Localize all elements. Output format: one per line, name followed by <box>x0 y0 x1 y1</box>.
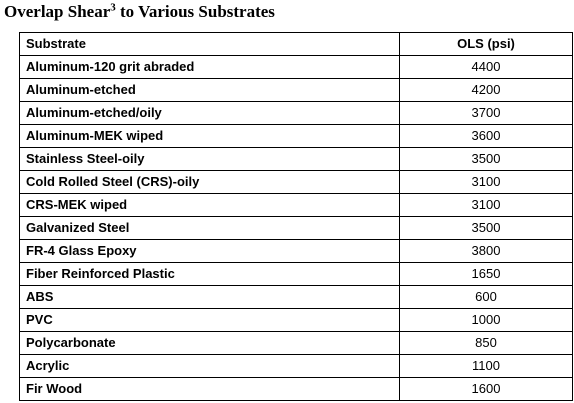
substrate-cell: ABS <box>19 285 400 309</box>
ols-cell: 3600 <box>399 124 573 148</box>
table-row: Aluminum-MEK wiped 3600 <box>19 124 573 148</box>
table-row: Aluminum-etched 4200 <box>19 78 573 102</box>
substrate-cell: PVC <box>19 308 400 332</box>
ols-cell: 3100 <box>399 193 573 217</box>
ols-cell: 4400 <box>399 55 573 79</box>
ols-cell: 1100 <box>399 354 573 378</box>
table-row: Fiber Reinforced Plastic 1650 <box>19 262 573 286</box>
title-footnote-marker: 3 <box>110 1 116 14</box>
substrate-cell: Aluminum-etched <box>19 78 400 102</box>
ols-cell: 3700 <box>399 101 573 125</box>
ols-cell: 1650 <box>399 262 573 286</box>
table-row: ABS 600 <box>19 285 573 309</box>
substrate-cell: CRS-MEK wiped <box>19 193 400 217</box>
ols-cell: 4200 <box>399 78 573 102</box>
overlap-shear-table: Substrate OLS (psi) Aluminum-120 grit ab… <box>19 32 573 401</box>
table-row: Polycarbonate 850 <box>19 331 573 355</box>
substrate-cell: Polycarbonate <box>19 331 400 355</box>
table-header-row: Substrate OLS (psi) <box>19 32 573 56</box>
substrate-cell: Acrylic <box>19 354 400 378</box>
title-text: Overlap Shear <box>4 2 111 21</box>
substrate-cell: Aluminum-120 grit abraded <box>19 55 400 79</box>
ols-cell: 3500 <box>399 216 573 240</box>
table-row: Fir Wood 1600 <box>19 377 573 401</box>
ols-cell: 850 <box>399 331 573 355</box>
ols-cell: 3500 <box>399 147 573 171</box>
ols-cell: 1000 <box>399 308 573 332</box>
substrate-cell: Cold Rolled Steel (CRS)-oily <box>19 170 400 194</box>
ols-cell: 3800 <box>399 239 573 263</box>
table-row: PVC 1000 <box>19 308 573 332</box>
ols-cell: 3100 <box>399 170 573 194</box>
table-row: Stainless Steel-oily 3500 <box>19 147 573 171</box>
table-row: Galvanized Steel 3500 <box>19 216 573 240</box>
table-row: Cold Rolled Steel (CRS)-oily 3100 <box>19 170 573 194</box>
table-row: Aluminum-etched/oily 3700 <box>19 101 573 125</box>
table-row: Aluminum-120 grit abraded 4400 <box>19 55 573 79</box>
title-suffix: to Various Substrates <box>115 2 275 21</box>
substrate-cell: Fir Wood <box>19 377 400 401</box>
substrate-cell: FR-4 Glass Epoxy <box>19 239 400 263</box>
ols-cell: 600 <box>399 285 573 309</box>
header-ols: OLS (psi) <box>399 32 573 56</box>
page-title: Overlap Shear3 to Various Substrates <box>4 2 275 22</box>
substrate-cell: Aluminum-MEK wiped <box>19 124 400 148</box>
table-row: CRS-MEK wiped 3100 <box>19 193 573 217</box>
substrate-cell: Fiber Reinforced Plastic <box>19 262 400 286</box>
table-row: Acrylic 1100 <box>19 354 573 378</box>
ols-cell: 1600 <box>399 377 573 401</box>
header-substrate: Substrate <box>19 32 400 56</box>
table-row: FR-4 Glass Epoxy 3800 <box>19 239 573 263</box>
substrate-cell: Galvanized Steel <box>19 216 400 240</box>
substrate-cell: Stainless Steel-oily <box>19 147 400 171</box>
substrate-cell: Aluminum-etched/oily <box>19 101 400 125</box>
